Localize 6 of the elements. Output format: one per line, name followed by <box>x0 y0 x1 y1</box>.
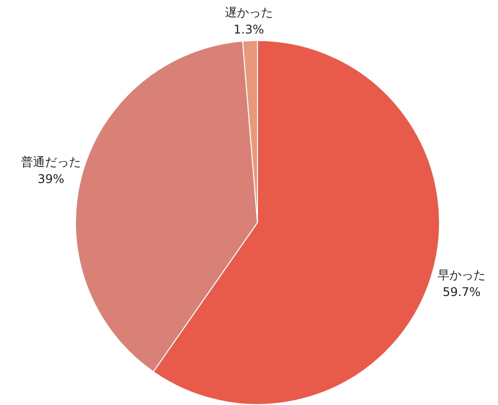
data-label: 1.3% <box>234 22 264 37</box>
data-label: 59.7% <box>442 285 481 300</box>
data-label: 39% <box>38 172 64 186</box>
slice-label: 遅かった <box>224 6 273 20</box>
slice-label: 早かった <box>438 268 486 282</box>
slice-label: 普通だった <box>20 154 81 169</box>
